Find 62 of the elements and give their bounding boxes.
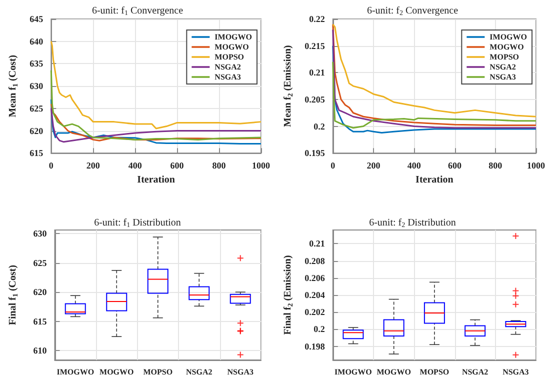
y-tick-label: 635 xyxy=(30,58,44,69)
y-tick-label: 0.2 xyxy=(314,324,326,334)
legend-label: NSGA3 xyxy=(490,72,516,82)
x-tick-label: 1000 xyxy=(252,160,270,171)
y-tick-label: 0.195 xyxy=(304,148,326,158)
x-tick-label: 800 xyxy=(488,160,503,171)
x-tick-label: 200 xyxy=(366,160,381,171)
x-axis-title: Iteration xyxy=(137,174,176,186)
y-tick-label: 640 xyxy=(30,36,44,46)
x-tick-label: 600 xyxy=(448,160,462,171)
legend-label: NSGA2 xyxy=(490,62,516,72)
y-tick-label: 0.21 xyxy=(309,68,326,78)
y-tick-label: 0.198 xyxy=(304,341,326,352)
legend-label: IMOGWO xyxy=(490,32,528,42)
x-tick-label: 0 xyxy=(330,160,336,171)
x-tick-label: 200 xyxy=(86,160,100,171)
x-tick-label: NSGA3 xyxy=(502,368,529,376)
x-tick-label: 600 xyxy=(170,160,184,171)
y-tick-label: 0.215 xyxy=(304,40,326,51)
legend-label: MOPSO xyxy=(490,52,520,62)
line-series xyxy=(50,70,262,140)
x-tick-label: NSGA3 xyxy=(227,368,254,376)
y-tick-label: 0.21 xyxy=(309,238,326,249)
y-tick-label: 615 xyxy=(33,316,48,326)
y-tick-label: 645 xyxy=(30,14,44,24)
y-tick-label: 0.202 xyxy=(304,307,326,318)
y-tick-label: 620 xyxy=(30,126,44,136)
x-tick-label: MOPSO xyxy=(420,368,450,376)
legend-label: NSGA2 xyxy=(214,62,241,72)
x-tick-label: NSGA2 xyxy=(186,368,212,376)
legend-label: MOGWO xyxy=(214,42,249,52)
x-axis-title: Iteration xyxy=(416,174,454,186)
y-tick-label: 0.2 xyxy=(314,121,326,132)
y-tick-label: 0.204 xyxy=(304,290,326,300)
x-tick-label: MOGWO xyxy=(376,368,411,376)
x-tick-label: MOPSO xyxy=(143,368,173,376)
x-tick-label: 1000 xyxy=(527,160,546,171)
y-tick-label: 0.208 xyxy=(304,256,326,266)
x-tick-label: 0 xyxy=(48,160,54,171)
legend-label: MOGWO xyxy=(490,42,524,52)
y-tick-label: 630 xyxy=(33,228,48,239)
legend-label: NSGA3 xyxy=(214,72,241,82)
y-tick-label: 0.22 xyxy=(309,14,326,24)
y-tick-label: 0.205 xyxy=(304,94,326,104)
y-tick-label: 615 xyxy=(30,148,44,158)
x-tick-label: 800 xyxy=(212,160,226,171)
line-series xyxy=(50,40,262,130)
y-tick-label: 610 xyxy=(33,346,48,356)
legend-label: MOPSO xyxy=(214,52,244,62)
y-tick-label: 625 xyxy=(30,103,44,114)
y-tick-label: 625 xyxy=(33,258,48,268)
y-tick-label: 620 xyxy=(33,287,48,298)
y-tick-label: 0.206 xyxy=(304,272,326,283)
x-tick-label: IMOGWO xyxy=(56,368,94,376)
legend-label: IMOGWO xyxy=(214,32,252,42)
x-tick-label: MOGWO xyxy=(100,368,134,376)
x-tick-label: 400 xyxy=(407,160,422,171)
x-tick-label: IMOGWO xyxy=(334,368,372,376)
y-tick-label: 630 xyxy=(30,81,44,92)
line-series xyxy=(332,61,537,129)
x-tick-label: NSGA2 xyxy=(462,368,488,376)
x-tick-label: 400 xyxy=(128,160,142,171)
